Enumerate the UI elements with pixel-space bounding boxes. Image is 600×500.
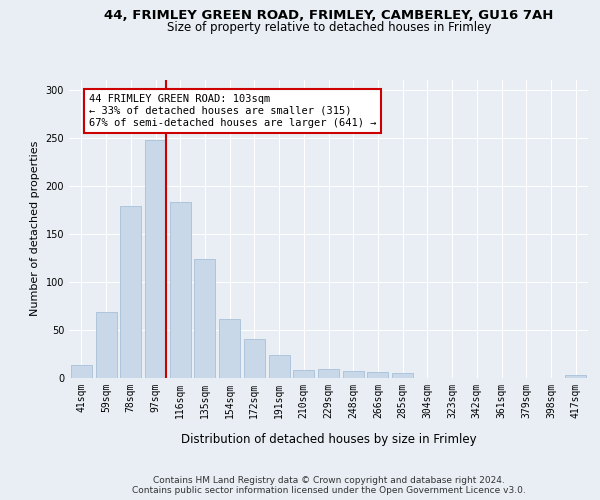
Bar [219, 319, 240, 378]
Bar [120, 206, 141, 378]
Text: Contains HM Land Registry data © Crown copyright and database right 2024.: Contains HM Land Registry data © Crown c… [153, 476, 505, 485]
Bar [318, 369, 339, 378]
Text: Distribution of detached houses by size in Frimley: Distribution of detached houses by size … [181, 432, 476, 446]
Bar [392, 372, 413, 378]
Bar [170, 202, 191, 378]
Bar [71, 365, 92, 378]
Bar [269, 356, 290, 378]
Bar [95, 312, 116, 378]
Bar [194, 260, 215, 378]
Bar [293, 370, 314, 378]
Bar [565, 374, 586, 378]
Text: Contains public sector information licensed under the Open Government Licence v3: Contains public sector information licen… [132, 486, 526, 495]
Bar [244, 339, 265, 378]
Bar [145, 140, 166, 378]
Text: 44 FRIMLEY GREEN ROAD: 103sqm
← 33% of detached houses are smaller (315)
67% of : 44 FRIMLEY GREEN ROAD: 103sqm ← 33% of d… [89, 94, 376, 128]
Text: Size of property relative to detached houses in Frimley: Size of property relative to detached ho… [167, 21, 491, 34]
Bar [367, 372, 388, 378]
Text: 44, FRIMLEY GREEN ROAD, FRIMLEY, CAMBERLEY, GU16 7AH: 44, FRIMLEY GREEN ROAD, FRIMLEY, CAMBERL… [104, 9, 553, 22]
Bar [343, 371, 364, 378]
Y-axis label: Number of detached properties: Number of detached properties [30, 141, 40, 316]
